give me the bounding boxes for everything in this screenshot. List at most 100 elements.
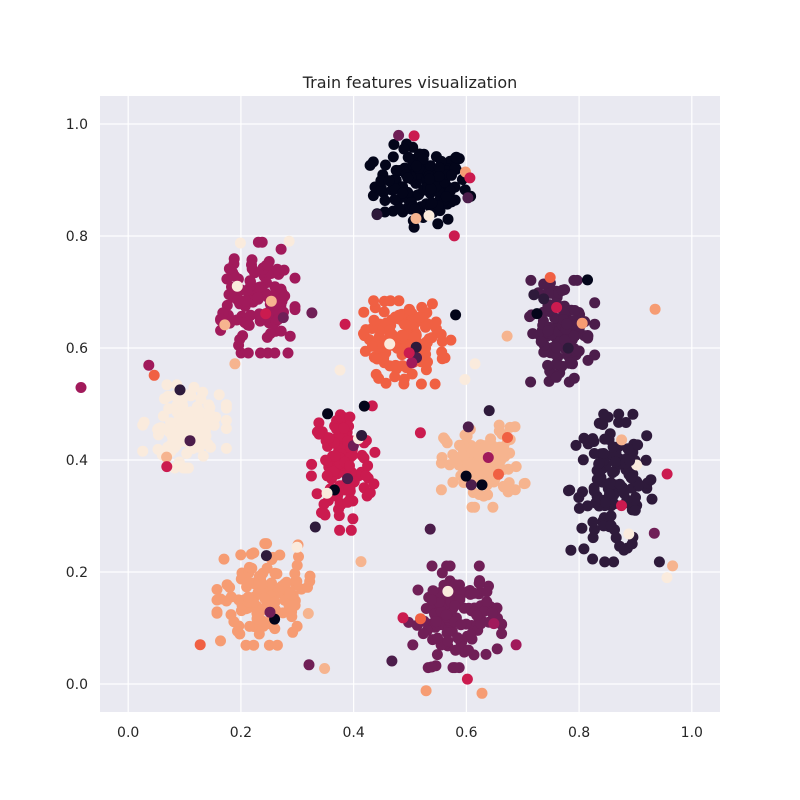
scatter-point (375, 325, 387, 337)
scatter-point (358, 306, 370, 318)
data-points (75, 129, 679, 699)
scatter-point (587, 516, 599, 528)
scatter-point (646, 493, 658, 505)
scatter-point (161, 461, 173, 473)
scatter-point (289, 599, 301, 611)
scatter-point (625, 472, 637, 484)
scatter-point (466, 501, 478, 513)
scatter-point (426, 197, 438, 209)
scatter-point (442, 213, 454, 225)
scatter-point (397, 360, 408, 372)
scatter-point (223, 263, 235, 275)
scatter-point (259, 592, 271, 604)
scatter-point (550, 358, 562, 370)
scatter-point (261, 562, 273, 574)
scatter-point (329, 450, 341, 462)
scatter-point (538, 293, 550, 305)
scatter-point (640, 454, 652, 466)
scatter-point (589, 297, 601, 309)
scatter-point (573, 345, 585, 357)
scatter-point (195, 393, 207, 405)
scatter-point (211, 594, 223, 606)
scatter-point (444, 560, 456, 572)
scatter-point (573, 492, 585, 503)
scatter-point (243, 319, 255, 331)
scatter-point (235, 549, 247, 561)
scatter-point (626, 538, 638, 550)
scatter-point (403, 347, 415, 359)
scatter-point (252, 291, 264, 303)
scatter-point (627, 408, 639, 420)
scatter-point (582, 332, 594, 344)
scatter-point (338, 422, 350, 434)
scatter-point (378, 306, 390, 318)
scatter-point (138, 416, 150, 428)
scatter-point (607, 467, 619, 479)
scatter-point (420, 685, 432, 697)
scatter-point (175, 429, 187, 440)
scatter-point (473, 489, 485, 500)
scatter-point (271, 568, 283, 580)
scatter-point (345, 524, 357, 536)
scatter-point (442, 635, 454, 647)
scatter-point (188, 381, 200, 393)
scatter-point (242, 347, 254, 359)
scatter-point (452, 632, 464, 644)
scatter-point (525, 376, 537, 388)
scatter-point (304, 570, 316, 582)
scatter-point (278, 264, 290, 276)
scatter-point (343, 483, 355, 495)
scatter-point (282, 347, 294, 359)
scatter-point (389, 194, 401, 205)
y-tick-label: 0.2 (66, 565, 88, 581)
scatter-point (264, 606, 276, 618)
scatter-point (442, 585, 454, 597)
scatter-point (362, 460, 374, 472)
scatter-point (281, 576, 293, 588)
scatter-point (347, 513, 359, 525)
scatter-point (501, 330, 513, 342)
scatter-point (591, 473, 603, 485)
scatter-point (261, 538, 273, 550)
x-tick-label: 0.8 (568, 725, 590, 741)
scatter-point (265, 328, 276, 339)
y-axis-ticks: 0.0 0.2 0.4 0.6 0.8 1.0 (66, 117, 88, 693)
scatter-point (431, 649, 443, 661)
scatter-point (255, 347, 266, 359)
scatter-point (481, 471, 493, 483)
scatter-point (289, 304, 301, 316)
scatter-point (446, 169, 457, 181)
scatter-point (598, 448, 610, 459)
scatter-point (460, 470, 472, 482)
scatter-point (289, 568, 301, 580)
scatter-point (576, 317, 588, 329)
scatter-point (234, 334, 246, 345)
scatter-point (398, 373, 410, 385)
scatter-point (661, 572, 673, 584)
scatter-point (440, 609, 452, 621)
scatter-point (417, 153, 429, 165)
scatter-point (496, 628, 508, 640)
scatter-point (211, 607, 223, 619)
scatter-point (402, 172, 414, 184)
scatter-point (556, 284, 568, 296)
scatter-point (367, 190, 379, 202)
scatter-point (476, 687, 488, 699)
scatter-point (461, 430, 473, 442)
scatter-point (542, 359, 554, 371)
scatter-point (432, 218, 444, 230)
scatter-point (413, 311, 425, 323)
scatter-point (368, 295, 380, 307)
scatter-point (205, 441, 216, 453)
scatter-point (389, 371, 401, 383)
scatter-point (265, 295, 277, 307)
scatter-point (291, 620, 303, 632)
scatter-point (221, 273, 233, 285)
scatter-point (334, 364, 346, 376)
scatter-point (242, 576, 254, 588)
scatter-point (406, 368, 418, 380)
scatter-point (433, 171, 445, 182)
scatter-point (629, 504, 641, 516)
x-axis-ticks: 0.0 0.2 0.4 0.6 0.8 1.0 (117, 725, 703, 741)
